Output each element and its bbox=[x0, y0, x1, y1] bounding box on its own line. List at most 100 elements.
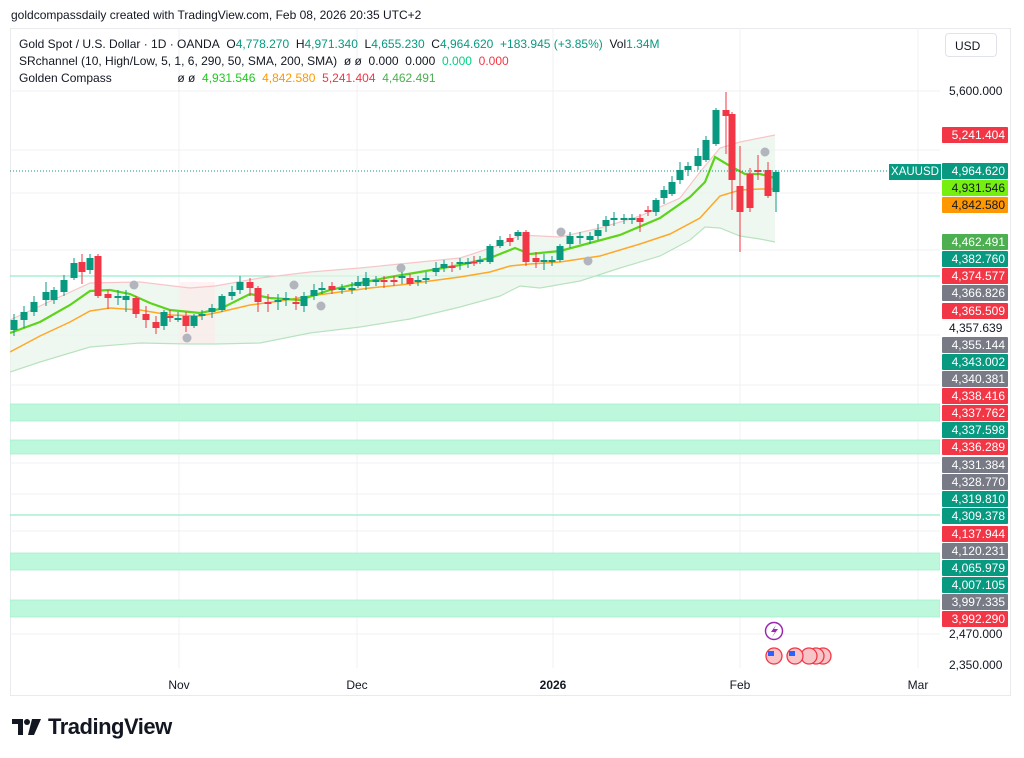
candle[interactable] bbox=[764, 170, 772, 196]
candle[interactable] bbox=[274, 300, 282, 302]
candle[interactable] bbox=[476, 260, 484, 262]
candle[interactable] bbox=[78, 262, 86, 272]
candle[interactable] bbox=[122, 296, 130, 300]
candle[interactable] bbox=[20, 312, 28, 320]
candle[interactable] bbox=[300, 296, 308, 306]
candle[interactable] bbox=[532, 258, 540, 262]
candle[interactable] bbox=[372, 280, 380, 282]
candle[interactable] bbox=[694, 156, 702, 166]
candle[interactable] bbox=[152, 322, 160, 328]
candle[interactable] bbox=[712, 110, 720, 144]
candle[interactable] bbox=[292, 302, 300, 304]
price-tag: 4,328.770 bbox=[942, 474, 1008, 490]
candle[interactable] bbox=[440, 264, 448, 268]
candle[interactable] bbox=[496, 240, 504, 246]
candle[interactable] bbox=[208, 308, 216, 312]
candle[interactable] bbox=[586, 236, 594, 240]
candle[interactable] bbox=[702, 140, 710, 160]
candle[interactable] bbox=[514, 232, 522, 236]
candle[interactable] bbox=[628, 218, 636, 220]
candle[interactable] bbox=[132, 298, 140, 314]
candle[interactable] bbox=[282, 298, 290, 300]
candle[interactable] bbox=[254, 288, 262, 302]
visibility-icons[interactable]: ø ø bbox=[177, 71, 196, 85]
candle[interactable] bbox=[464, 262, 472, 264]
candle[interactable] bbox=[70, 263, 78, 278]
golden-compass-legend-row[interactable]: Golden Compass ø ø 4,931.546 4,842.580 5… bbox=[19, 70, 660, 87]
candle[interactable] bbox=[30, 302, 38, 312]
candle[interactable] bbox=[348, 288, 356, 290]
candle[interactable] bbox=[506, 238, 514, 242]
candle[interactable] bbox=[422, 278, 430, 280]
candle[interactable] bbox=[660, 190, 668, 198]
candle[interactable] bbox=[548, 260, 556, 262]
candle[interactable] bbox=[722, 110, 730, 116]
candle[interactable] bbox=[406, 278, 414, 284]
candle[interactable] bbox=[362, 278, 370, 286]
candle[interactable] bbox=[190, 316, 198, 326]
candle[interactable] bbox=[728, 114, 736, 180]
candle[interactable] bbox=[522, 232, 530, 262]
candle[interactable] bbox=[264, 302, 272, 304]
candle[interactable] bbox=[470, 262, 478, 264]
candle[interactable] bbox=[432, 268, 440, 272]
candle[interactable] bbox=[644, 210, 652, 212]
candle[interactable] bbox=[754, 170, 762, 172]
candle[interactable] bbox=[398, 276, 406, 278]
candle[interactable] bbox=[42, 292, 50, 300]
candle[interactable] bbox=[198, 314, 206, 316]
candle[interactable] bbox=[772, 172, 780, 192]
gc-slow-value: 4,842.580 bbox=[262, 71, 316, 85]
candle[interactable] bbox=[182, 316, 190, 326]
candle[interactable] bbox=[540, 260, 548, 262]
candle[interactable] bbox=[602, 220, 610, 226]
candle[interactable] bbox=[576, 236, 584, 238]
visibility-icons[interactable]: ø ø bbox=[343, 54, 362, 68]
candle[interactable] bbox=[10, 320, 18, 330]
candle[interactable] bbox=[94, 256, 102, 296]
candle[interactable] bbox=[338, 288, 346, 290]
candle[interactable] bbox=[328, 286, 336, 290]
time-axis-label: Nov bbox=[168, 678, 190, 692]
candle[interactable] bbox=[114, 296, 122, 298]
candle[interactable] bbox=[736, 186, 744, 212]
srchannel-legend-row[interactable]: SRchannel (10, High/Low, 5, 1, 6, 290, 5… bbox=[19, 53, 660, 70]
candle[interactable] bbox=[456, 262, 464, 264]
candle[interactable] bbox=[448, 266, 456, 268]
candle[interactable] bbox=[166, 316, 174, 318]
candle[interactable] bbox=[50, 290, 58, 300]
candle[interactable] bbox=[684, 166, 692, 170]
candle[interactable] bbox=[610, 218, 618, 220]
candle[interactable] bbox=[486, 246, 494, 262]
candle[interactable] bbox=[390, 280, 398, 282]
candle[interactable] bbox=[414, 280, 422, 282]
candle[interactable] bbox=[566, 236, 574, 244]
candle[interactable] bbox=[620, 218, 628, 220]
tradingview-logo[interactable]: TradingView bbox=[12, 714, 172, 739]
price-chart[interactable] bbox=[10, 28, 940, 668]
candle[interactable] bbox=[746, 174, 754, 208]
candle[interactable] bbox=[218, 296, 226, 310]
candle[interactable] bbox=[236, 282, 244, 290]
price-tag: 3,997.335 bbox=[942, 594, 1008, 610]
candle[interactable] bbox=[676, 170, 684, 180]
candle[interactable] bbox=[556, 246, 564, 260]
candle[interactable] bbox=[380, 280, 388, 282]
candle[interactable] bbox=[318, 288, 326, 290]
candle[interactable] bbox=[652, 200, 660, 212]
candle[interactable] bbox=[160, 312, 168, 326]
candle[interactable] bbox=[668, 182, 676, 194]
candle[interactable] bbox=[174, 318, 182, 320]
candle[interactable] bbox=[354, 282, 362, 286]
candle[interactable] bbox=[60, 280, 68, 292]
currency-button[interactable]: USD bbox=[945, 33, 997, 57]
candle[interactable] bbox=[104, 294, 112, 298]
candle[interactable] bbox=[228, 292, 236, 296]
candle[interactable] bbox=[246, 282, 254, 288]
candle[interactable] bbox=[594, 230, 602, 236]
candle[interactable] bbox=[142, 314, 150, 320]
candle[interactable] bbox=[86, 258, 94, 270]
symbol-legend-row[interactable]: Gold Spot / U.S. Dollar · 1D · OANDA O4,… bbox=[19, 36, 660, 53]
candle[interactable] bbox=[310, 290, 318, 296]
candle[interactable] bbox=[636, 218, 644, 222]
